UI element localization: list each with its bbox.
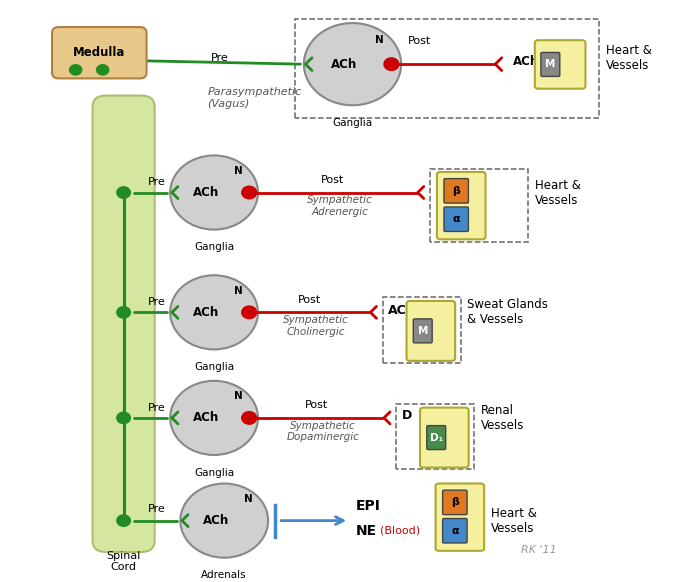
Circle shape	[96, 65, 108, 75]
Text: β: β	[452, 186, 460, 196]
Circle shape	[304, 23, 401, 105]
Text: Parasympathetic
(Vagus): Parasympathetic (Vagus)	[207, 87, 302, 109]
Text: N: N	[375, 36, 384, 45]
Text: ACh: ACh	[331, 58, 357, 70]
Text: Heart &
Vessels: Heart & Vessels	[535, 179, 580, 207]
Text: Medulla: Medulla	[73, 46, 125, 59]
Text: N: N	[234, 286, 243, 296]
FancyBboxPatch shape	[52, 27, 146, 79]
FancyBboxPatch shape	[443, 519, 467, 543]
Text: Adrenals: Adrenals	[201, 570, 247, 580]
Text: Sympathetic
Dopaminergic: Sympathetic Dopaminergic	[286, 421, 359, 442]
Text: Ganglia: Ganglia	[194, 362, 234, 372]
Text: Post: Post	[298, 295, 321, 305]
Text: Sympathetic
Cholinergic: Sympathetic Cholinergic	[283, 315, 349, 337]
FancyBboxPatch shape	[541, 52, 560, 76]
Circle shape	[117, 515, 130, 526]
Text: (Blood): (Blood)	[380, 526, 420, 536]
Text: Heart &
Vessels: Heart & Vessels	[605, 44, 652, 72]
Text: ACh: ACh	[203, 514, 229, 527]
Text: D₁: D₁	[430, 432, 443, 442]
FancyBboxPatch shape	[444, 179, 468, 203]
Circle shape	[242, 306, 256, 318]
Text: NE: NE	[356, 524, 377, 538]
Circle shape	[242, 411, 256, 424]
Circle shape	[70, 65, 82, 75]
FancyBboxPatch shape	[437, 172, 485, 239]
Text: Pre: Pre	[148, 403, 165, 413]
Text: Pre: Pre	[148, 504, 165, 514]
FancyBboxPatch shape	[444, 207, 468, 232]
Text: Post: Post	[408, 36, 431, 47]
Circle shape	[117, 412, 130, 424]
Text: Post: Post	[304, 400, 327, 410]
FancyBboxPatch shape	[443, 490, 467, 514]
FancyBboxPatch shape	[435, 484, 484, 551]
Text: Sweat Glands
& Vessels: Sweat Glands & Vessels	[467, 299, 549, 327]
Text: ACh: ACh	[193, 186, 219, 199]
Text: Pre: Pre	[211, 54, 228, 63]
Text: D: D	[402, 409, 412, 422]
Text: ACh: ACh	[193, 411, 219, 424]
Circle shape	[170, 155, 258, 230]
Text: Ganglia: Ganglia	[194, 467, 234, 478]
Text: Heart &
Vessels: Heart & Vessels	[491, 506, 537, 535]
Text: M: M	[418, 326, 428, 336]
Text: Ganglia: Ganglia	[194, 242, 234, 252]
FancyBboxPatch shape	[535, 40, 586, 88]
Text: ACh: ACh	[193, 306, 219, 319]
Text: NE: NE	[435, 184, 454, 197]
Text: N: N	[234, 391, 243, 402]
Text: N: N	[244, 494, 253, 504]
Text: ACh: ACh	[388, 304, 416, 317]
Text: Pre: Pre	[148, 297, 165, 307]
Text: ACh: ACh	[513, 55, 540, 68]
Text: Pre: Pre	[148, 178, 165, 187]
FancyBboxPatch shape	[407, 301, 455, 361]
Text: α: α	[451, 526, 458, 536]
Text: β: β	[451, 498, 459, 508]
Text: Renal
Vessels: Renal Vessels	[481, 404, 524, 432]
FancyBboxPatch shape	[414, 319, 432, 343]
Circle shape	[170, 381, 258, 455]
Circle shape	[384, 58, 399, 70]
Circle shape	[170, 275, 258, 349]
Circle shape	[180, 484, 268, 558]
FancyBboxPatch shape	[92, 95, 155, 552]
Text: Spinal
Cord: Spinal Cord	[106, 551, 141, 573]
Circle shape	[242, 186, 256, 199]
Circle shape	[117, 307, 130, 318]
Text: N: N	[234, 166, 243, 176]
Text: Sympathetic
Adrenergic: Sympathetic Adrenergic	[307, 196, 372, 217]
FancyBboxPatch shape	[426, 425, 445, 449]
Text: Post: Post	[321, 175, 344, 185]
Circle shape	[117, 187, 130, 198]
Text: Ganglia: Ganglia	[332, 118, 373, 128]
FancyBboxPatch shape	[420, 407, 468, 467]
Text: RK '11: RK '11	[521, 545, 557, 555]
Text: M: M	[545, 59, 555, 69]
Text: EPI: EPI	[356, 499, 381, 513]
Text: α: α	[452, 214, 460, 224]
